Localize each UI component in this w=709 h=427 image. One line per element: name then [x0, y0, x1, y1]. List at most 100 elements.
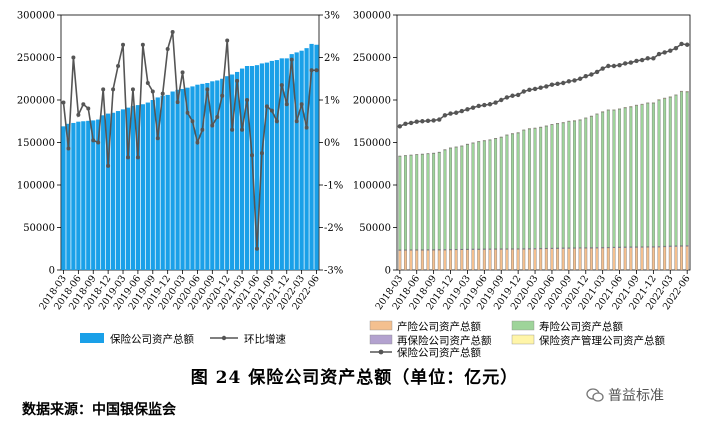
stacked-bar-segment — [674, 246, 678, 271]
stacked-bar-segment — [668, 246, 672, 271]
legend-marker-mom-growth — [221, 335, 227, 341]
stacked-bar-segment — [657, 246, 661, 271]
stacked-bar-segment — [432, 249, 436, 271]
stacked-bar-segment — [460, 249, 464, 271]
stacked-bar-segment — [415, 250, 419, 271]
bar-total-assets — [190, 86, 195, 271]
legend-label-property: 产险公司资产总额 — [397, 320, 481, 333]
point-mom-growth — [309, 68, 314, 73]
stacked-bar-segment — [449, 147, 452, 250]
stacked-bar-segment — [482, 140, 486, 250]
stacked-bar-segment — [511, 133, 514, 135]
point-mom-growth — [121, 42, 126, 47]
point-mom-growth — [254, 246, 259, 251]
y-right-tick-label: 0% — [324, 138, 340, 149]
legend-swatch-life — [511, 320, 535, 331]
stacked-bar-segment — [663, 98, 667, 247]
point-total-assets — [561, 80, 566, 86]
bar-total-assets — [180, 88, 185, 270]
stacked-bar-segment — [409, 155, 413, 250]
bar-total-assets — [135, 105, 141, 270]
point-total-assets — [611, 63, 617, 69]
legend-swatch-reinsurance — [369, 334, 393, 345]
stacked-bar-segment — [646, 103, 650, 247]
bar-total-assets — [279, 58, 284, 270]
y-left-tick-label: 100000 — [17, 181, 55, 192]
bar-total-assets — [185, 87, 190, 270]
stacked-bar-segment — [482, 249, 486, 271]
point-mom-growth — [240, 127, 245, 132]
bar-total-assets — [200, 83, 205, 270]
stacked-bar-segment — [454, 147, 458, 250]
point-mom-growth — [76, 112, 81, 117]
stacked-bar-segment — [437, 152, 441, 250]
point-mom-growth — [130, 87, 135, 92]
point-mom-growth — [250, 153, 255, 158]
line-total-assets — [399, 43, 688, 128]
point-mom-growth — [245, 98, 250, 102]
stacked-bar-segment — [516, 132, 520, 249]
stacked-bar-segment — [663, 246, 667, 271]
stacked-bar-segment — [663, 97, 667, 99]
plot-frame — [396, 14, 691, 271]
bar-total-assets — [210, 81, 215, 270]
stacked-bar-segment — [527, 248, 531, 271]
stacked-bar-segment — [471, 142, 475, 250]
stacked-bar-segment — [623, 247, 627, 271]
point-total-assets — [437, 117, 442, 122]
point-total-assets — [673, 45, 679, 51]
point-total-assets — [515, 92, 521, 98]
legend-label-total-assets: 保险公司资产总额 — [110, 333, 194, 346]
bar-total-assets — [220, 78, 225, 270]
point-total-assets — [532, 86, 538, 92]
y-left-tick-label: 150000 — [17, 138, 55, 149]
stacked-bar-segment — [685, 91, 689, 246]
stacked-bar-segment — [533, 128, 537, 249]
stacked-bar-segment — [420, 250, 424, 271]
legend-swatch-total-assets — [80, 333, 104, 343]
stacked-bar-segment — [578, 119, 582, 248]
stacked-bar-segment — [544, 248, 548, 271]
y-right-tick-label: -2% — [324, 223, 343, 234]
bar-total-assets — [71, 122, 76, 270]
stacked-bar-segment — [685, 246, 689, 271]
stacked-bar-segment — [567, 248, 571, 271]
bar-total-assets — [106, 113, 111, 270]
stacked-bar-segment — [595, 114, 599, 248]
bar-total-assets — [91, 120, 96, 271]
stacked-bar-segment — [505, 135, 509, 249]
stacked-bar-segment — [432, 153, 436, 250]
point-mom-growth — [155, 136, 160, 141]
point-total-assets — [606, 63, 611, 69]
y-right-tick-label: 2% — [324, 53, 340, 64]
stacked-bar-segment — [471, 249, 475, 271]
stacked-bar-segment — [618, 247, 622, 271]
legend-label-life: 寿险公司资产总额 — [539, 320, 623, 333]
stacked-bar-segment — [494, 138, 498, 249]
stacked-bar-segment — [646, 102, 650, 104]
point-mom-growth — [230, 127, 235, 132]
point-mom-growth — [125, 155, 130, 160]
point-total-assets — [634, 58, 639, 64]
point-total-assets — [482, 102, 487, 108]
stacked-bar-segment — [511, 133, 514, 249]
point-total-assets — [639, 57, 645, 63]
point-total-assets — [408, 120, 414, 126]
bar-total-assets — [61, 126, 66, 270]
stacked-bar-segment — [522, 249, 526, 271]
point-total-assets — [425, 118, 431, 124]
stacked-bar-segment — [488, 139, 492, 250]
bar-total-assets — [130, 105, 136, 270]
bar-total-assets — [284, 58, 289, 270]
point-mom-growth — [279, 83, 284, 88]
point-total-assets — [538, 85, 543, 90]
point-mom-growth — [215, 115, 220, 119]
point-mom-growth — [225, 38, 230, 43]
left-chart: 0 50000 100000 150000 200000 250000 300000 -3% -… — [17, 11, 343, 346]
line-mom-growth — [62, 31, 317, 249]
stacked-bar-segment — [651, 103, 655, 247]
point-mom-growth — [86, 106, 91, 111]
stacked-bar-segment — [584, 118, 588, 248]
data-source: 数据来源：中国银保监会 — [22, 402, 176, 418]
stacked-bar-segment — [556, 248, 560, 271]
